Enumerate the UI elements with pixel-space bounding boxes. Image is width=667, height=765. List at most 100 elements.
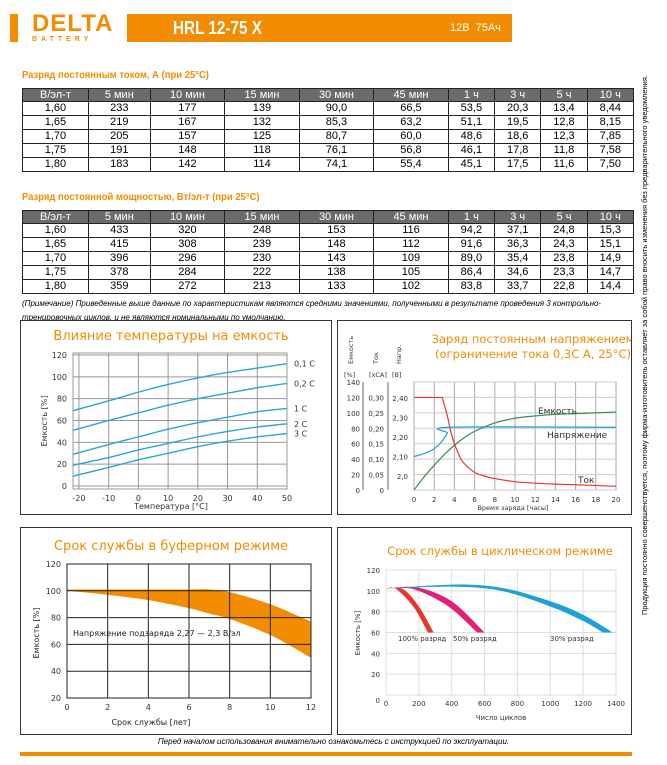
x-tick-label: 0 [136,494,141,503]
table-cell: 14,9 [586,251,635,266]
series-label: 30% разряд [550,635,594,643]
table-cell: 1,65 [22,237,89,252]
table-cell: 20,3 [494,101,542,116]
table-cell: 284 [149,265,226,280]
table-cell: 90,0 [298,101,375,116]
axis-name: Ток [372,352,380,365]
x-tick-label: 4 [452,496,457,504]
table-cell: 320 [149,223,226,238]
table-cell: 102 [373,279,449,294]
table-row: 1,75 191 148 118 76,1 56,8 46,1 17,8 11,8 7,58 [22,143,635,158]
spec: 12В 75Ач [450,22,507,34]
series-line [72,407,288,456]
capacity-tick-label: 40 [351,456,360,464]
series-line [414,396,617,487]
capacity-tick-label: 20 [351,472,360,480]
series-line [413,411,617,491]
table-cell: 205 [87,129,151,144]
table-cell: 1,80 [22,157,89,172]
series-label: 50% разряд [453,635,497,643]
table-cell: 60,0 [373,129,449,144]
annotation: Напряжение подзаряда 2,27 — 2,3 В/эл [73,629,241,638]
x-tick-label: 600 [478,700,491,708]
table-cell: 133 [298,279,375,294]
x-tick-label: 10 [265,703,275,712]
table-cell: 18,6 [494,129,542,144]
table-row: 1,75 378 284 222 138 105 86,4 34,6 23,3 14,7 [22,265,635,280]
y-tick-label: 120 [52,351,67,360]
table-cell: 51,1 [447,115,496,130]
x-tick-label: 8 [227,703,232,712]
column-header: 45 мин [373,88,449,102]
table-cell: 48,6 [447,129,496,144]
series-line [72,382,288,431]
y-tick-label: 120 [367,567,380,575]
table-cell: 19,5 [494,115,542,130]
x-tick-label: -10 [102,494,115,503]
axis-name: Напр. [395,345,403,364]
y-tick-label: 0 [62,482,67,491]
table-cell: 7,85 [586,129,635,144]
capacity-tick-label: 120 [347,394,360,402]
table-cell: 34,6 [494,265,542,280]
table-cell: 230 [224,251,300,266]
cycle-band [386,587,434,633]
header-accent-bar [10,14,18,42]
x-axis-label: Срок службы [лет] [111,718,190,727]
table-cell: 1,80 [22,279,89,294]
cycle-band [386,584,613,633]
table-cell: 378 [87,265,151,280]
table-cell: 118 [224,143,300,158]
float-life-chart: Срок службы в буферном режиме 0 2 4 6 8 10 12 20… [20,527,332,735]
y-axis-label: Емкость [%] [354,610,362,655]
chart-title: Влияние температуры на емкость [53,329,288,344]
table-cell: 109 [373,251,449,266]
axis-unit: [хСА] [369,371,387,379]
table-cell: 86,4 [447,265,496,280]
series-label: Напряжение [547,431,608,441]
x-tick-label: 6 [472,496,477,504]
column-header: 30 мин [298,88,375,102]
table-cell: 24,8 [540,223,588,238]
capacity-tick-label: 0 [356,487,360,495]
table-cell: 1,75 [22,265,89,280]
column-header: 10 мин [149,210,226,224]
x-tick-label: 2 [105,703,110,712]
table-cell: 14,7 [586,265,635,280]
x-tick-label: 8 [493,496,497,504]
table-cell: 14,4 [586,279,635,294]
series-label: 0,2 C [294,379,315,388]
x-tick-label: 1200 [574,700,592,708]
table-cell: 148 [149,143,226,158]
chart-svg: Заряд постоянным напряжением(ограничение… [344,332,631,512]
table-cell: 415 [87,237,151,252]
delta-battery-logo: DELTA BATTERY [32,12,117,44]
y-tick-label: 20 [57,460,67,469]
table-cell: 94,2 [447,223,496,238]
voltage-tick-label: 2,30 [392,415,408,423]
cycle-life-chart: Срок службы в циклическом режиме 0 200 400 6… [337,527,632,735]
table-cell: 143 [298,251,375,266]
x-tick-label: 4 [146,703,151,712]
x-tick-label: 800 [511,700,524,708]
chart-title: Срок службы в буферном режиме [54,539,288,554]
series-line [72,432,288,477]
logo-sub: BATTERY [32,36,93,43]
column-header: 5 ч [540,210,588,224]
table-cell: 83,8 [447,279,496,294]
x-tick-label: 40 [252,494,262,503]
x-tick-label: 16 [571,496,580,504]
x-tick-label: 2 [432,496,436,504]
table-row: 1,65 415 308 239 148 112 91,6 36,3 24,3 15,1 [22,237,635,252]
table-cell: 1,60 [22,101,89,116]
table-cell: 15,3 [586,223,635,238]
table-cell: 55,4 [373,157,449,172]
table-cell: 116 [373,223,449,238]
current-table-title: Разряд постоянным током, А (при 25°С) [22,69,209,81]
header-band: HRL 12-75 X 12В 75Ач [127,14,512,42]
voltage-tick-label: 2,10 [392,454,408,462]
table-cell: 63,2 [373,115,449,130]
